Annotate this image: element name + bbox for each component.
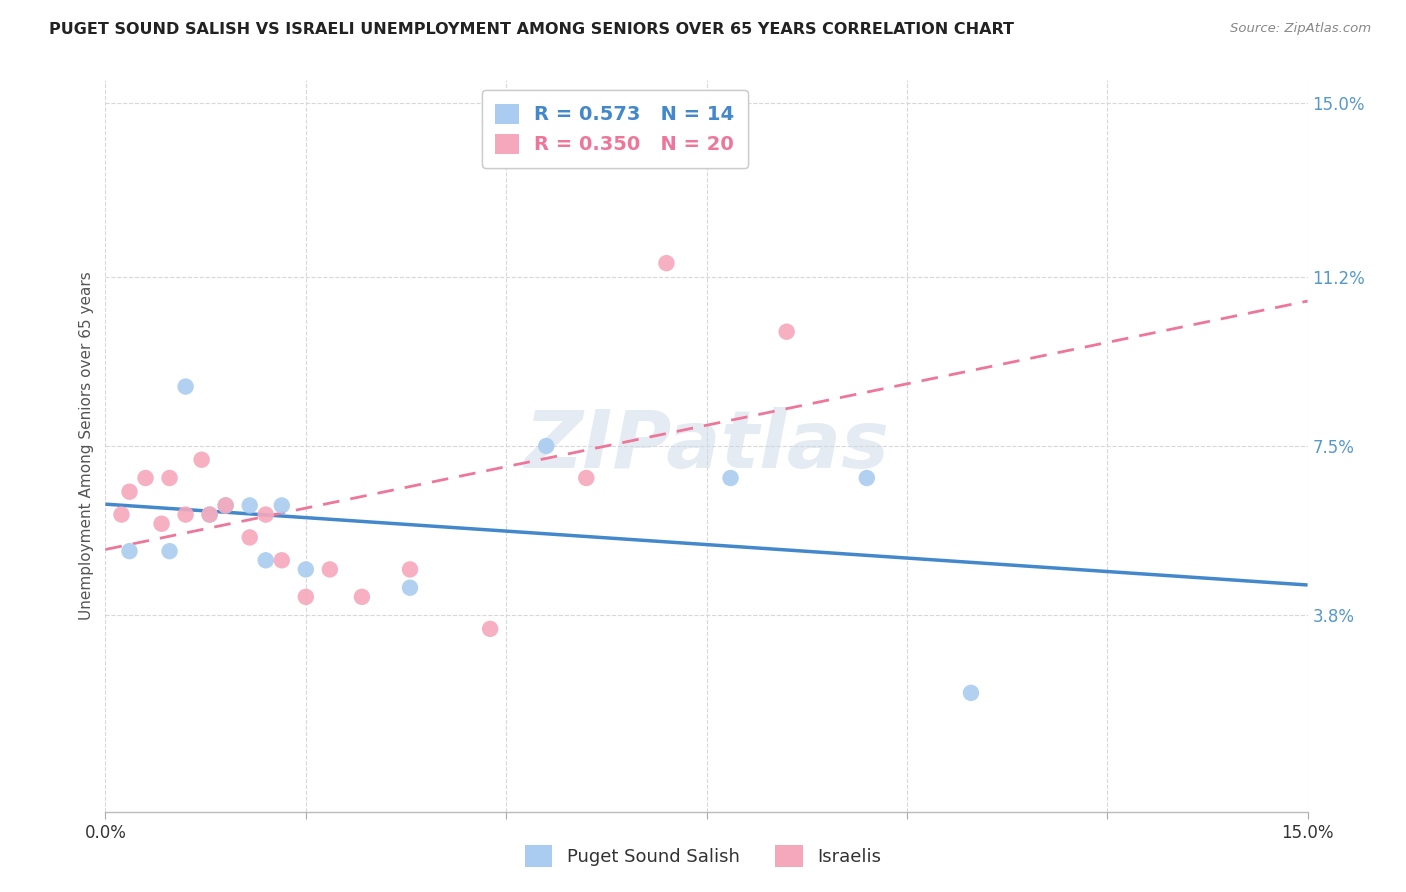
- Text: Source: ZipAtlas.com: Source: ZipAtlas.com: [1230, 22, 1371, 36]
- Point: [159, 471, 181, 485]
- Point: [150, 516, 173, 531]
- Point: [720, 471, 742, 485]
- Point: [159, 544, 181, 558]
- Point: [118, 484, 141, 499]
- Point: [239, 530, 262, 544]
- Point: [214, 499, 236, 513]
- Point: [254, 553, 277, 567]
- Point: [295, 590, 318, 604]
- Point: [776, 325, 799, 339]
- Point: [174, 379, 197, 393]
- Legend: Puget Sound Salish, Israelis: Puget Sound Salish, Israelis: [517, 838, 889, 874]
- Y-axis label: Unemployment Among Seniors over 65 years: Unemployment Among Seniors over 65 years: [79, 272, 94, 620]
- Text: ZIPatlas: ZIPatlas: [524, 407, 889, 485]
- Legend: R = 0.573   N = 14, R = 0.350   N = 20: R = 0.573 N = 14, R = 0.350 N = 20: [482, 90, 748, 168]
- Point: [270, 499, 292, 513]
- Point: [855, 471, 877, 485]
- Point: [350, 590, 373, 604]
- Point: [110, 508, 132, 522]
- Point: [534, 439, 557, 453]
- Point: [399, 581, 422, 595]
- Point: [655, 256, 678, 270]
- Point: [118, 544, 141, 558]
- Point: [198, 508, 221, 522]
- Point: [960, 686, 983, 700]
- Point: [198, 508, 221, 522]
- Point: [214, 499, 236, 513]
- Point: [319, 562, 342, 576]
- Point: [575, 471, 598, 485]
- Point: [479, 622, 502, 636]
- Text: PUGET SOUND SALISH VS ISRAELI UNEMPLOYMENT AMONG SENIORS OVER 65 YEARS CORRELATI: PUGET SOUND SALISH VS ISRAELI UNEMPLOYME…: [49, 22, 1014, 37]
- Point: [135, 471, 157, 485]
- Point: [190, 452, 212, 467]
- Point: [174, 508, 197, 522]
- Point: [254, 508, 277, 522]
- Point: [295, 562, 318, 576]
- Point: [270, 553, 292, 567]
- Point: [399, 562, 422, 576]
- Point: [239, 499, 262, 513]
